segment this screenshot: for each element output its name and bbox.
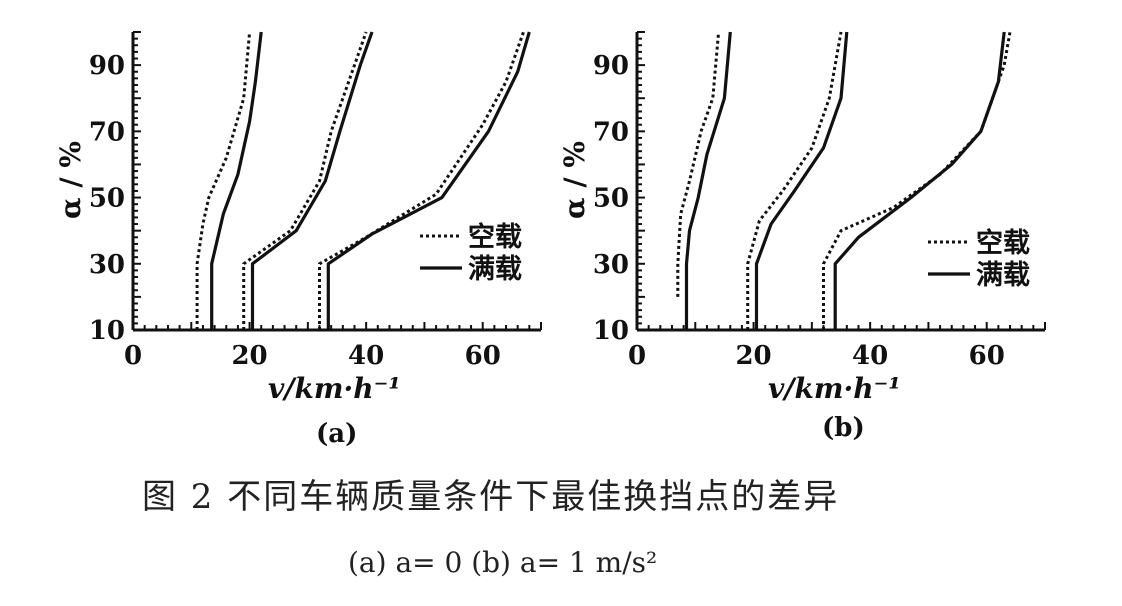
series-full-curve-3 [833, 31, 1006, 330]
y-tick-label: 70 [593, 117, 629, 147]
x-axis-label: v/km·h⁻¹ [768, 372, 901, 405]
legend-label-full: 满载 [976, 260, 1030, 291]
y-tick-label: 10 [593, 316, 629, 346]
series-empty-curve-2 [242, 31, 368, 330]
y-tick-label: 30 [89, 250, 125, 280]
y-axis-label: α / % [54, 141, 87, 219]
x-tick-label: 60 [969, 341, 1005, 371]
series-full-curve-2 [754, 31, 849, 330]
series-empty-curve-1 [195, 31, 252, 330]
y-axis-label: α / % [558, 141, 591, 219]
series-full-curve-1 [210, 31, 263, 330]
x-tick-label: 0 [124, 341, 142, 371]
y-tick-label: 30 [593, 250, 629, 280]
series-full-curve-1 [684, 31, 732, 330]
y-tick-label: 90 [593, 51, 629, 81]
y-tick-label: 10 [89, 316, 125, 346]
legend-label-full: 满载 [468, 254, 522, 285]
x-tick-label: 60 [465, 341, 501, 371]
y-tick-label: 50 [593, 184, 629, 214]
series-full-curve-3 [326, 31, 531, 330]
x-tick-label: 20 [231, 341, 267, 371]
y-tick-label: 90 [89, 51, 125, 81]
series-empty-curve-2 [746, 31, 843, 330]
series-empty-curve-1 [676, 31, 721, 297]
y-tick-label: 70 [89, 117, 125, 147]
x-axis-label: v/km·h⁻¹ [268, 372, 401, 405]
panel-label: (a) [316, 419, 357, 449]
x-tick-label: 40 [852, 341, 888, 371]
series-full-curve-2 [250, 31, 374, 330]
x-tick-label: 20 [735, 341, 771, 371]
panel-label: (b) [822, 413, 865, 443]
x-tick-label: 40 [348, 341, 384, 371]
figure-subcaption: (a) a= 0 (b) a= 1 m/s² [348, 546, 657, 579]
figure-caption: 图 2 不同车辆质量条件下最佳换挡点的差异 [142, 477, 839, 517]
legend-label-empty: 空载 [976, 227, 1030, 259]
legend-label-empty: 空载 [468, 221, 522, 253]
y-tick-label: 50 [89, 184, 125, 214]
series-empty-curve-3 [318, 31, 525, 330]
x-tick-label: 0 [628, 341, 646, 371]
